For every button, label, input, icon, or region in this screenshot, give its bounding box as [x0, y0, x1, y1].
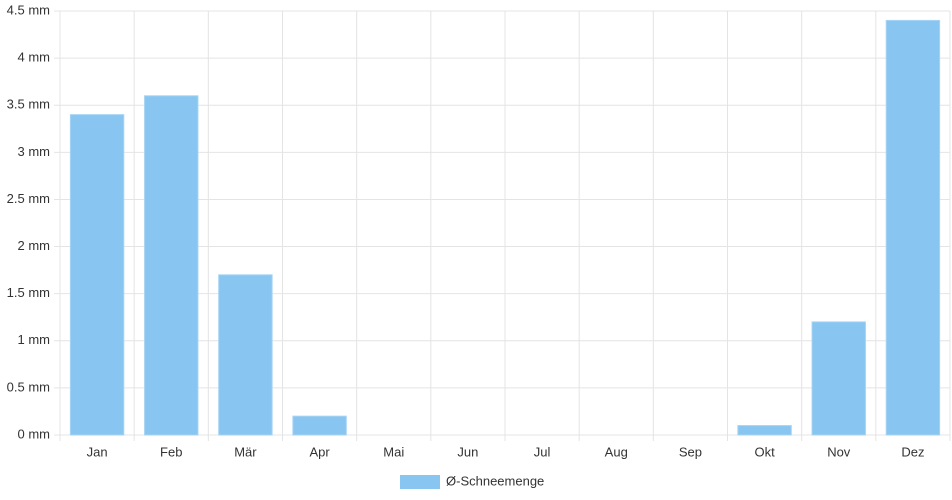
x-tick-label: Feb: [160, 444, 182, 459]
x-tick-label: Sep: [679, 444, 702, 459]
bar: [737, 425, 792, 436]
y-tick-label: 3.5 mm: [7, 97, 50, 112]
x-tick-label: Jul: [534, 444, 551, 459]
y-tick-label: 0 mm: [18, 426, 51, 441]
x-tick-label: Okt: [754, 444, 775, 459]
x-tick-label: Mär: [234, 444, 257, 459]
y-tick-label: 2.5 mm: [7, 191, 50, 206]
legend-label: Ø-Schneemenge: [446, 473, 544, 488]
x-tick-label: Jan: [87, 444, 108, 459]
x-tick-label: Mai: [383, 444, 404, 459]
x-tick-label: Jun: [457, 444, 478, 459]
x-tick-label: Apr: [309, 444, 330, 459]
y-tick-label: 4 mm: [18, 50, 51, 65]
x-tick-label: Dez: [901, 444, 924, 459]
y-tick-label: 3 mm: [18, 144, 51, 159]
bar: [885, 19, 941, 436]
y-tick-label: 0.5 mm: [7, 379, 50, 394]
bar: [292, 415, 347, 436]
y-tick-label: 4.5 mm: [7, 2, 50, 17]
bar: [69, 114, 125, 436]
y-tick-label: 1.5 mm: [7, 285, 50, 300]
legend-swatch: [400, 475, 440, 489]
y-tick-label: 2 mm: [18, 238, 51, 253]
bar: [144, 95, 199, 436]
y-tick-label: 1 mm: [18, 332, 51, 347]
bar: [811, 321, 866, 436]
x-tick-label: Aug: [605, 444, 628, 459]
bar: [218, 274, 273, 436]
x-tick-label: Nov: [827, 444, 851, 459]
